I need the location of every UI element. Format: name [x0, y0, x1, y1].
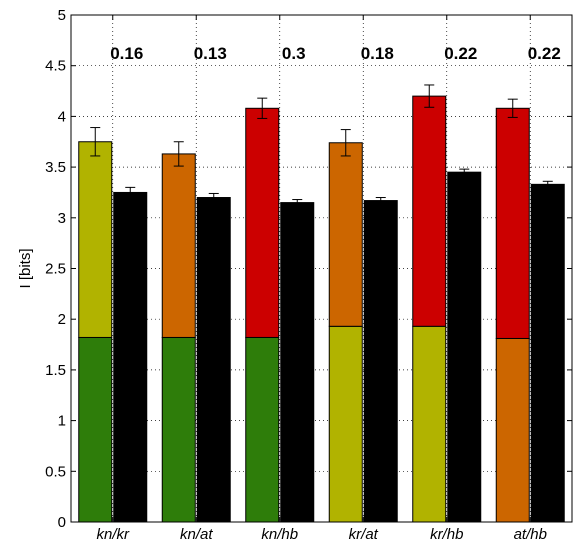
y-tick-label: 1.5 — [45, 362, 66, 379]
annotation-label: 0.3 — [282, 44, 306, 63]
y-tick-label: 3.5 — [45, 159, 66, 176]
annotation-label: 0.13 — [194, 44, 227, 63]
y-tick-label: 2.5 — [45, 261, 66, 278]
stacked-bar-top — [328, 142, 363, 327]
annotation-label: 0.16 — [110, 44, 143, 63]
x-tick-label: at/hb — [514, 526, 547, 543]
x-tick-label: kn/at — [180, 526, 213, 543]
stacked-bar-top — [495, 107, 530, 339]
x-tick-label: kr/hb — [430, 526, 463, 543]
y-axis-label: I [bits] — [17, 248, 34, 288]
stacked-bar-bottom — [161, 336, 196, 523]
annotation-label: 0.22 — [444, 44, 477, 63]
stacked-bar-top — [78, 141, 113, 338]
stacked-bar-bottom — [245, 336, 280, 523]
x-tick-label: kn/hb — [261, 526, 298, 543]
annotation-label: 0.22 — [528, 44, 561, 63]
total-bar — [280, 202, 315, 523]
y-tick-label: 0 — [58, 514, 66, 531]
stacked-bar-top — [412, 95, 447, 327]
total-bar — [196, 197, 231, 523]
y-tick-label: 1 — [58, 413, 66, 430]
y-tick-label: 4 — [58, 108, 66, 125]
grid — [71, 15, 572, 522]
y-tick-label: 2 — [58, 311, 66, 328]
stacked-bar-bottom — [328, 325, 363, 523]
stacked-bar-top — [245, 107, 280, 338]
error-bars — [90, 84, 553, 207]
total-bar — [530, 183, 565, 523]
bars — [78, 95, 565, 523]
stacked-bar-bottom — [78, 336, 113, 523]
annotation-label: 0.18 — [361, 44, 394, 63]
total-bar — [447, 171, 482, 523]
y-tick-label: 4.5 — [45, 58, 66, 75]
stacked-bar-top — [161, 153, 196, 338]
stacked-bar-bottom — [495, 337, 530, 523]
axes — [70, 14, 573, 523]
labels: 0 0.5 1 1.5 2 2.5 3 3.5 4 4.5 5 kn/kr 0.16 kn/at 0.13 k… — [45, 7, 561, 543]
total-bar — [113, 191, 148, 523]
stacked-bar-bottom — [412, 325, 447, 523]
total-bar — [363, 200, 398, 523]
plot-frame — [70, 14, 573, 523]
x-tick-label: kr/at — [349, 526, 379, 543]
y-tick-label: 0.5 — [45, 463, 66, 480]
y-tick-label: 5 — [58, 7, 66, 24]
x-tick-label: kn/kr — [96, 526, 130, 543]
y-tick-label: 3 — [58, 210, 66, 227]
